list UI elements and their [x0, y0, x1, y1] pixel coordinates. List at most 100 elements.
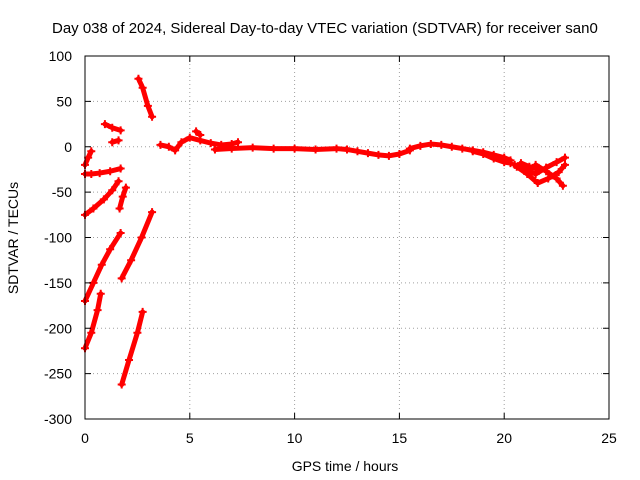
series-track-10	[108, 136, 123, 147]
data-point	[116, 126, 125, 135]
data-point	[117, 274, 126, 283]
data-point	[100, 120, 109, 129]
data-point	[552, 158, 561, 167]
series-track-11	[134, 74, 157, 121]
data-point	[552, 174, 561, 183]
data-point	[332, 144, 341, 153]
data-point	[143, 101, 152, 110]
data-point	[118, 192, 127, 201]
data-point	[106, 167, 115, 176]
data-point	[558, 181, 567, 190]
x-tick-label: 20	[496, 430, 512, 446]
x-tick-label: 25	[601, 430, 617, 446]
data-point	[125, 356, 134, 365]
data-point	[554, 168, 563, 177]
data-point	[542, 167, 551, 176]
series-track-1	[81, 164, 125, 178]
data-point	[523, 169, 532, 178]
data-point	[177, 138, 186, 147]
data-point	[133, 328, 142, 337]
data-point	[531, 160, 540, 169]
data-point	[164, 142, 173, 151]
data-point	[148, 208, 157, 217]
axis-ticks: 0 5 10 15 20 25 100 50 0 -50 -100 -150 -200 -250 -300	[44, 48, 617, 446]
data-point	[117, 380, 126, 389]
data-point	[363, 149, 372, 158]
data-point	[89, 204, 98, 213]
data-point	[405, 144, 414, 153]
data-point	[468, 147, 477, 156]
series-track-2	[81, 147, 96, 169]
data-point	[108, 138, 117, 147]
data-point	[479, 150, 488, 159]
series-track-20	[531, 160, 567, 190]
data-point	[516, 159, 525, 168]
y-tick-label: 50	[56, 93, 72, 109]
data-point	[206, 139, 215, 148]
data-point	[210, 145, 219, 154]
series-track-18	[512, 160, 569, 188]
x-axis-label: GPS time / hours	[292, 458, 399, 474]
data-point	[116, 164, 125, 173]
data-point	[560, 153, 569, 162]
data-point	[525, 162, 534, 171]
data-point	[127, 256, 136, 265]
series-track-16	[468, 147, 515, 168]
data-point	[108, 123, 117, 132]
data-layer	[81, 74, 569, 389]
series-track-line	[82, 230, 124, 304]
data-point	[544, 174, 553, 183]
series-track-12	[156, 133, 243, 155]
series-track-line	[514, 162, 568, 186]
series-track-6	[117, 307, 147, 389]
data-point	[148, 112, 157, 121]
data-point	[156, 140, 165, 149]
data-point	[114, 136, 123, 145]
y-tick-label: -150	[44, 275, 72, 291]
data-point	[416, 141, 425, 150]
y-tick-label: 0	[64, 139, 72, 155]
data-point	[384, 151, 393, 160]
y-tick-label: -200	[44, 320, 72, 336]
series-track-line	[533, 162, 566, 189]
plot-frame	[84, 55, 610, 420]
data-point	[114, 177, 123, 186]
data-point	[106, 245, 115, 254]
data-point	[489, 154, 498, 163]
series-track-line	[119, 209, 155, 281]
data-point	[437, 140, 446, 149]
series-track-line	[82, 291, 104, 351]
series-track-13	[192, 127, 205, 139]
y-tick-label: -250	[44, 366, 72, 382]
data-point	[96, 289, 105, 298]
series-track-9	[100, 120, 125, 135]
data-point	[116, 228, 125, 237]
data-point	[234, 138, 243, 147]
data-point	[192, 127, 201, 136]
data-point	[97, 260, 106, 269]
y-axis-label: SDTVAR / TECUs	[5, 182, 21, 294]
data-point	[87, 328, 96, 337]
series-track-3	[81, 177, 123, 219]
data-point	[134, 74, 143, 83]
data-point	[512, 162, 521, 171]
data-point	[248, 143, 257, 152]
data-point	[115, 204, 124, 213]
data-point	[196, 130, 205, 139]
data-point	[533, 179, 542, 188]
x-tick-label: 0	[81, 430, 89, 446]
series-track-line	[82, 178, 122, 218]
x-tick-label: 10	[287, 430, 303, 446]
data-point	[95, 169, 104, 178]
data-point	[185, 133, 194, 142]
data-point	[87, 147, 96, 156]
data-point	[121, 183, 130, 192]
series-track-line	[119, 309, 146, 388]
series-track-4	[81, 228, 125, 306]
chart-title: Day 038 of 2024, Sidereal Day-to-day VTE…	[52, 20, 598, 37]
data-point	[227, 144, 236, 153]
series-track-7	[117, 208, 157, 283]
data-point	[290, 144, 299, 153]
series-track-8	[115, 183, 130, 213]
